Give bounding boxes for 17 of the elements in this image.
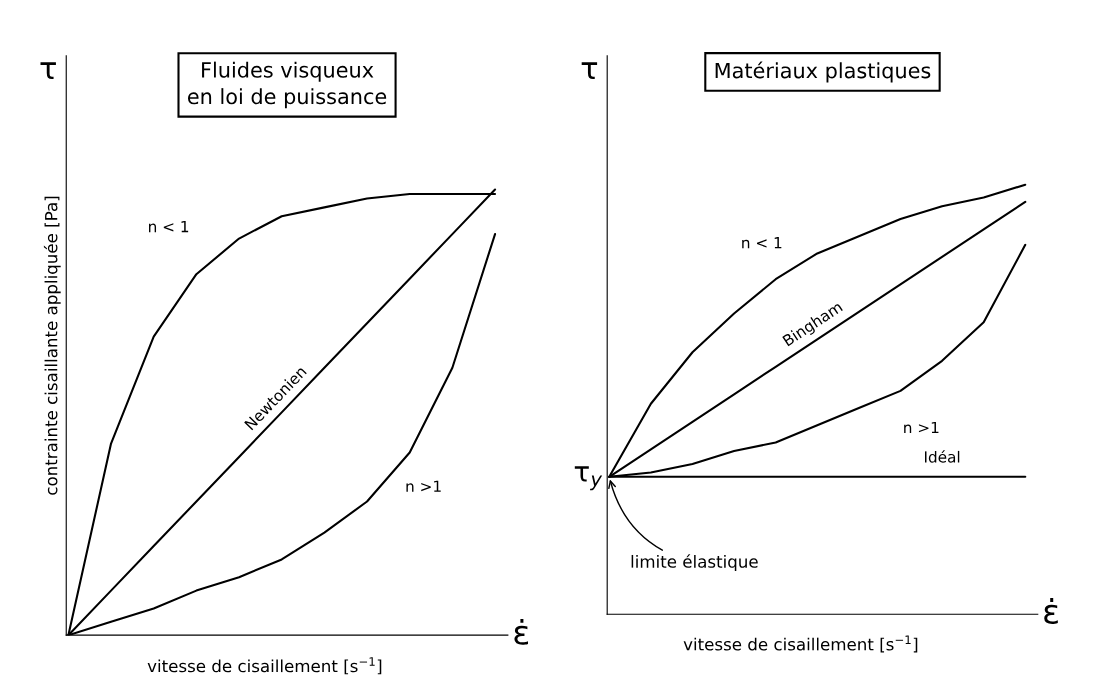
chart-title: Matériaux plastiques (715, 61, 931, 83)
y-axis-title: contrainte cisaillante appliquée [Pa] (43, 196, 61, 495)
series-label: n >1 (904, 421, 939, 434)
series-label: Idéal (924, 450, 960, 463)
chart-title: Fluides visqueux (202, 61, 374, 82)
chart-subtitle: en loi de puissance (187, 88, 387, 109)
series-label: n < 1 (742, 237, 782, 249)
text: τ (40, 62, 56, 80)
series-label: n >1 (406, 480, 441, 492)
text: ε̇ (1044, 598, 1058, 624)
text: n < 1 (149, 221, 189, 233)
annotation: limite élastique (631, 554, 758, 572)
x-axis-title: vitesse de cisaillement [s$^{−1}$] (147, 657, 382, 675)
text: ε̇ (514, 619, 529, 645)
text: τ (581, 62, 598, 80)
x-axis-title: vitesse de cisaillement [s$^{−1}$] (683, 635, 918, 653)
text: τ$_{y}$ (574, 466, 603, 491)
